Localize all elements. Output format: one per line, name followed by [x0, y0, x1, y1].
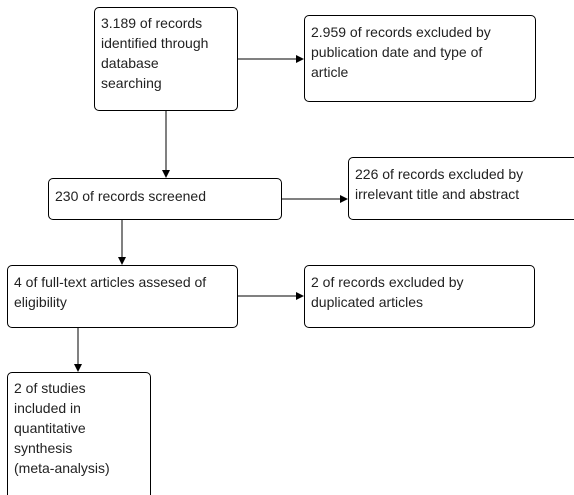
records-excluded-by-title-box: 226 of records excluded by irrelevant ti… — [348, 157, 574, 220]
records-excluded-duplicates-box: 2 of records excluded by duplicated arti… — [304, 265, 535, 328]
records-screened-box: 230 of records screened — [48, 178, 282, 220]
records-excluded-by-date-box: 2.959 of records excluded by publication… — [304, 15, 536, 102]
records-identified-box: 3.189 of records identified through data… — [94, 7, 238, 111]
studies-included-box: 2 of studies included in quantitative sy… — [7, 372, 151, 495]
full-text-assessed-box: 4 of full-text articles assesed of eligi… — [7, 265, 238, 328]
